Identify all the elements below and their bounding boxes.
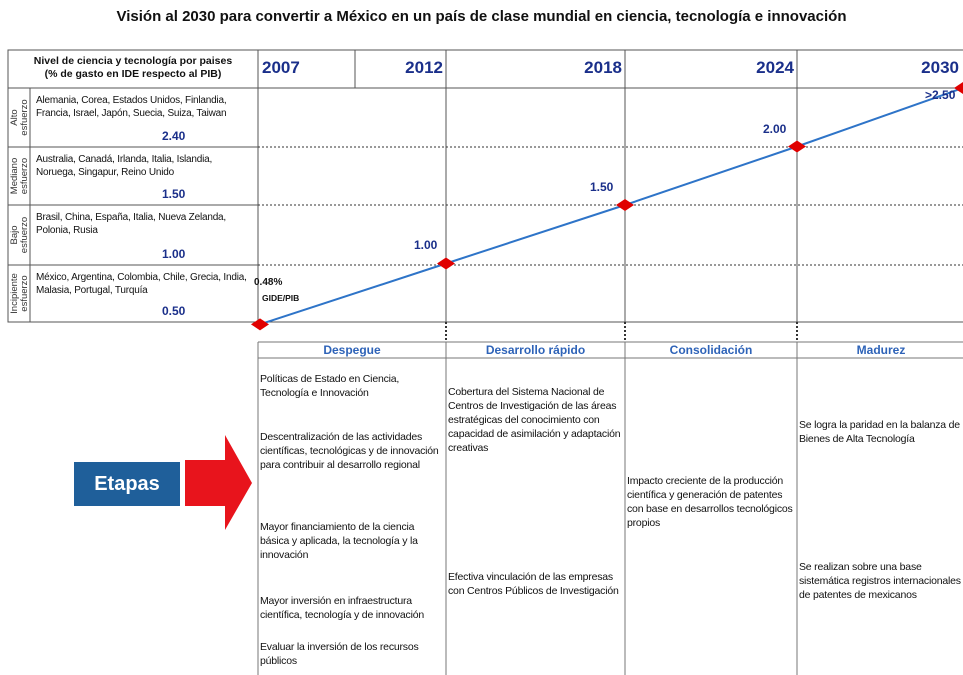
- year-header: 2007: [262, 58, 300, 77]
- year-header: 2030: [921, 58, 959, 77]
- level-name-line: Alto: [9, 109, 20, 125]
- line: [259, 87, 963, 326]
- stage-title: Madurez: [856, 343, 906, 357]
- countries: Brasil, China, España, Italia, Nueva Zel…: [36, 212, 226, 236]
- arrow: [185, 435, 252, 530]
- stage-item: Políticas de Estado en Ciencia, Tecnolog…: [260, 373, 400, 399]
- value-label: 1.50: [590, 180, 614, 194]
- level-name-line: esfuerzo: [19, 99, 30, 135]
- title: Visión al 2030 para convertir a México e…: [116, 8, 847, 25]
- stage-item: Descentralización de las actividades cie…: [260, 431, 439, 471]
- level-value: 1.50: [162, 187, 186, 201]
- note: GIDE/PIB: [262, 293, 300, 303]
- level-name-line: Incipiente: [9, 273, 20, 314]
- etapas-box: [74, 462, 180, 506]
- row-dividers: [258, 146, 963, 342]
- countries: Australia, Canadá, Irlanda, Italia, Isla…: [36, 154, 213, 178]
- countries: Alemania, Corea, Estados Unidos, Finland…: [36, 95, 227, 119]
- countries: México, Argentina, Colombia, Chile, Grec…: [36, 272, 247, 296]
- year-header: 2012: [405, 58, 443, 77]
- etapas-label: Etapas: [94, 473, 160, 495]
- marker: [437, 257, 455, 270]
- stage-item: Evaluar la inversión de los recursos púb…: [260, 641, 419, 667]
- value-label: 2.00: [763, 122, 787, 136]
- level-name-line: esfuerzo: [19, 158, 30, 194]
- level-value: 1.00: [162, 247, 186, 261]
- marker: [251, 318, 269, 331]
- stage-item: Impacto creciente de la producción cient…: [627, 475, 793, 529]
- level-name: Altoesfuerzo: [9, 99, 30, 135]
- stage-frame: [257, 341, 963, 675]
- stage-item: Efectiva vinculación de las empresas con…: [448, 571, 619, 597]
- stage-item: Se realizan sobre una base sistemática r…: [799, 561, 961, 601]
- header-label: Nivel de ciencia y tecnología por paises…: [8, 55, 258, 81]
- header-line: (% de gasto en IDE respecto al PIB): [44, 68, 222, 80]
- year-header: 2024: [756, 58, 794, 77]
- level-name: Medianoesfuerzo: [9, 158, 30, 194]
- stage-title: Despegue: [323, 343, 381, 357]
- value-label: 0.48%: [254, 277, 283, 288]
- marker: [788, 140, 806, 153]
- stage-title: Consolidación: [669, 343, 753, 357]
- value-label: >2.50: [925, 88, 956, 102]
- level-name: Bajoesfuerzo: [9, 217, 30, 253]
- level-name-line: esfuerzo: [19, 217, 30, 253]
- level-name: Incipienteesfuerzo: [9, 273, 30, 314]
- level-name-line: Bajo: [9, 225, 20, 244]
- level-value: 0.50: [162, 304, 186, 318]
- stage-title: Desarrollo rápido: [485, 343, 586, 357]
- table-frame: [7, 49, 963, 323]
- marker: [954, 82, 963, 94]
- stage-item: Mayor financiamiento de la ciencia básic…: [260, 521, 418, 561]
- level-value: 2.40: [162, 129, 186, 143]
- header-line: Nivel de ciencia y tecnología por paises: [33, 55, 233, 67]
- stage-item: Se logra la paridad en la balanza de Bie…: [799, 419, 960, 445]
- level-name-line: esfuerzo: [19, 275, 30, 311]
- stage-item: Cobertura del Sistema Nacional de Centro…: [448, 386, 621, 454]
- level-name-line: Mediano: [9, 158, 20, 194]
- stage-item: Mayor inversión en infraestructura cient…: [260, 595, 425, 621]
- year-header: 2018: [584, 58, 622, 77]
- marker: [616, 199, 634, 211]
- value-label: 1.00: [414, 238, 438, 252]
